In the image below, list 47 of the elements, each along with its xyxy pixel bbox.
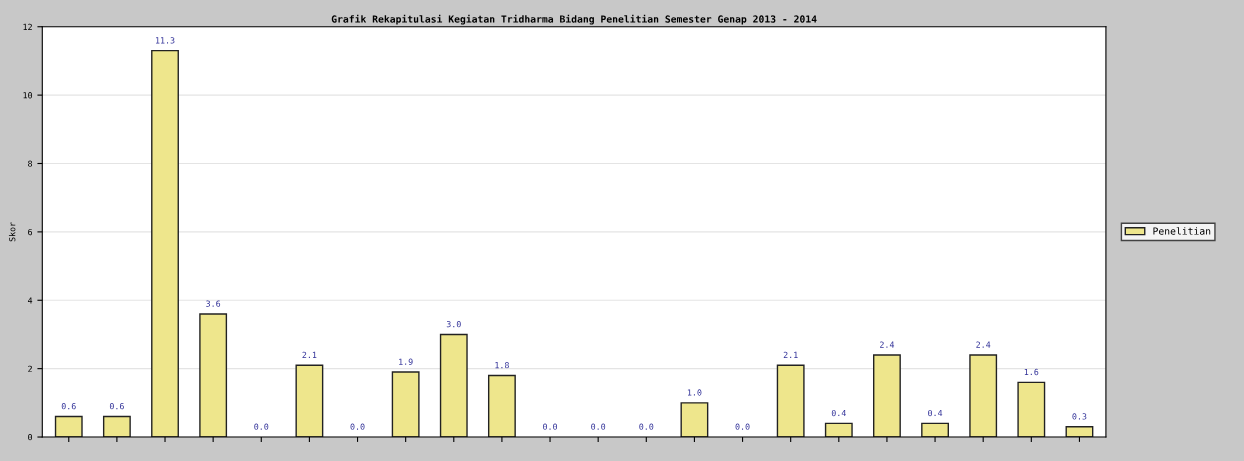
legend-label: Penelitian — [1153, 227, 1211, 235]
y-tick-label: 0 — [28, 434, 33, 441]
data-label: 0.0 — [254, 423, 269, 430]
bar — [391, 371, 420, 438]
data-label: 1.0 — [687, 389, 702, 396]
bar — [295, 364, 324, 438]
data-label: 2.4 — [976, 341, 991, 348]
data-label: 0.4 — [831, 409, 846, 417]
data-label: 2.4 — [880, 341, 895, 348]
data-label: 0.0 — [350, 423, 365, 430]
bar — [873, 354, 901, 438]
bar — [680, 402, 709, 438]
data-label: 0.0 — [543, 423, 558, 430]
bar — [1017, 381, 1046, 438]
data-label: 1.9 — [399, 358, 413, 365]
bar — [199, 313, 228, 438]
chart-title: Grafik Rekapitulasi Kegiatan Tridharma Bidang Penelitian Semester Genap 2013 - 2014 — [331, 14, 817, 25]
bar — [54, 415, 83, 438]
bar — [969, 354, 998, 438]
bar — [776, 364, 805, 438]
data-label: 2.1 — [783, 351, 798, 358]
data-label: 0.6 — [61, 403, 76, 410]
data-label: 3.0 — [446, 320, 461, 328]
y-axis-title: Skor — [8, 222, 16, 242]
bar — [102, 415, 131, 438]
y-tick-label: 8 — [28, 160, 33, 167]
bar — [487, 374, 516, 438]
data-label: 0.0 — [735, 423, 750, 430]
bar — [439, 333, 468, 438]
bar — [824, 422, 853, 438]
data-label: 3.6 — [206, 300, 221, 307]
bar — [921, 422, 949, 438]
data-label: 1.6 — [1024, 368, 1039, 376]
data-label: 0.0 — [591, 423, 606, 430]
data-label: 2.1 — [302, 351, 317, 358]
data-label: 11.3 — [155, 37, 175, 44]
data-label: 0.3 — [1072, 413, 1087, 420]
data-label: 1.8 — [495, 362, 509, 369]
y-tick-label: 12 — [23, 23, 32, 30]
y-tick-label: 2 — [28, 365, 32, 372]
y-tick-label: 4 — [27, 297, 33, 304]
y-tick-label: 10 — [23, 92, 33, 99]
data-label: 0.0 — [639, 423, 654, 430]
bar — [151, 49, 179, 438]
data-label: 0.4 — [928, 409, 943, 417]
data-label: 0.6 — [109, 403, 124, 410]
y-tick-label: 6 — [28, 228, 33, 236]
